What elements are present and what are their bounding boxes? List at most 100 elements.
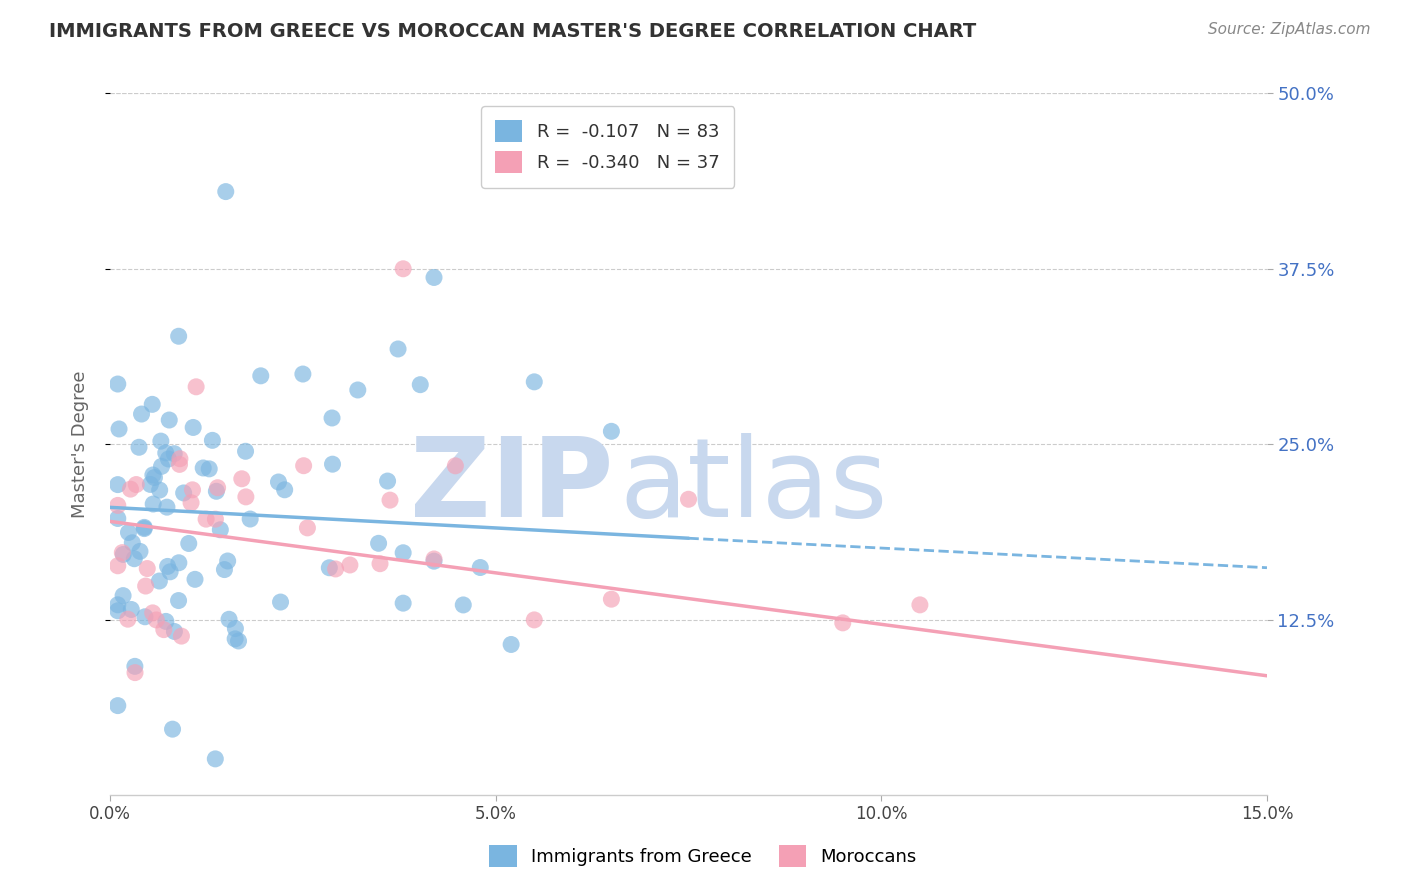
Point: [141, 397, 163, 411]
Point: [149, 483, 172, 497]
Point: [131, 407, 153, 421]
Point: [177, 536, 200, 550]
Point: [153, 623, 176, 637]
Y-axis label: Master's Degree: Master's Degree: [72, 370, 89, 518]
Legend: Immigrants from Greece, Moroccans: Immigrants from Greece, Moroccans: [482, 838, 924, 874]
Point: [107, 377, 129, 392]
Point: [142, 497, 165, 511]
Point: [214, 563, 236, 577]
Point: [121, 535, 143, 549]
Point: [129, 544, 152, 558]
Point: [273, 483, 295, 497]
Point: [107, 499, 129, 513]
Point: [169, 451, 191, 466]
Point: [117, 612, 139, 626]
Point: [235, 444, 257, 458]
Point: [224, 632, 246, 646]
Point: [157, 413, 180, 427]
Point: [451, 598, 474, 612]
Point: [107, 604, 129, 618]
Point: [267, 475, 290, 489]
Point: [193, 461, 215, 475]
Point: [184, 572, 207, 586]
Point: [125, 477, 148, 491]
Point: [201, 434, 224, 448]
Point: [124, 551, 146, 566]
Point: [136, 561, 159, 575]
Point: [111, 546, 134, 560]
Point: [107, 511, 129, 525]
Point: [150, 459, 173, 474]
Point: [470, 560, 492, 574]
Legend: R =  -0.107   N = 83, R =  -0.340   N = 37: R = -0.107 N = 83, R = -0.340 N = 37: [481, 106, 734, 188]
Point: [444, 458, 467, 473]
Point: [142, 467, 165, 482]
Point: [368, 557, 391, 571]
Point: [378, 493, 401, 508]
Point: [107, 477, 129, 491]
Point: [148, 574, 170, 588]
Point: [908, 598, 931, 612]
Point: [139, 477, 162, 491]
Point: [292, 458, 315, 473]
Point: [163, 624, 186, 639]
Point: [142, 606, 165, 620]
Text: Source: ZipAtlas.com: Source: ZipAtlas.com: [1208, 22, 1371, 37]
Text: ZIP: ZIP: [411, 433, 613, 540]
Point: [224, 622, 246, 636]
Point: [157, 452, 180, 467]
Point: [346, 383, 368, 397]
Point: [167, 329, 190, 343]
Point: [112, 548, 135, 562]
Point: [321, 411, 343, 425]
Point: [108, 422, 131, 436]
Point: [170, 629, 193, 643]
Point: [198, 462, 221, 476]
Point: [678, 492, 700, 507]
Point: [134, 522, 156, 536]
Point: [167, 593, 190, 607]
Point: [600, 425, 623, 439]
Text: IMMIGRANTS FROM GREECE VS MOROCCAN MASTER'S DEGREE CORRELATION CHART: IMMIGRANTS FROM GREECE VS MOROCCAN MASTE…: [49, 22, 976, 41]
Point: [134, 520, 156, 534]
Point: [184, 380, 207, 394]
Point: [155, 446, 177, 460]
Point: [128, 440, 150, 454]
Point: [231, 472, 253, 486]
Point: [249, 368, 271, 383]
Point: [159, 565, 181, 579]
Point: [501, 638, 523, 652]
Point: [120, 482, 142, 496]
Point: [124, 659, 146, 673]
Point: [387, 342, 409, 356]
Point: [377, 474, 399, 488]
Point: [392, 261, 415, 276]
Point: [270, 595, 292, 609]
Point: [291, 367, 314, 381]
Point: [207, 481, 229, 495]
Point: [173, 486, 195, 500]
Point: [297, 521, 319, 535]
Point: [325, 562, 347, 576]
Point: [409, 377, 432, 392]
Point: [117, 525, 139, 540]
Point: [339, 558, 361, 572]
Point: [204, 512, 226, 526]
Point: [145, 613, 167, 627]
Point: [523, 613, 546, 627]
Point: [423, 552, 446, 566]
Point: [181, 483, 204, 497]
Point: [143, 470, 166, 484]
Point: [228, 634, 250, 648]
Point: [162, 722, 184, 736]
Point: [120, 602, 142, 616]
Point: [209, 523, 232, 537]
Point: [205, 484, 228, 499]
Point: [181, 420, 204, 434]
Point: [392, 546, 415, 560]
Point: [600, 592, 623, 607]
Point: [204, 752, 226, 766]
Point: [156, 559, 179, 574]
Point: [235, 490, 257, 504]
Point: [423, 270, 446, 285]
